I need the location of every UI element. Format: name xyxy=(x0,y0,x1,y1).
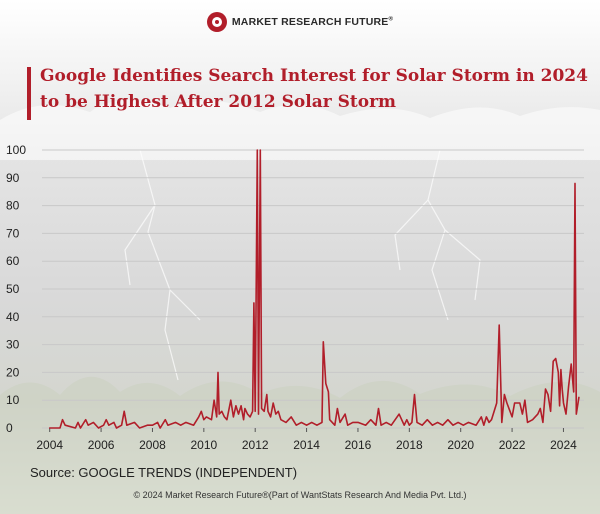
x-tick-label: 2006 xyxy=(88,438,115,452)
y-tick-label: 80 xyxy=(6,199,20,213)
x-tick-label: 2010 xyxy=(190,438,217,452)
y-tick-label: 40 xyxy=(6,310,20,324)
y-tick-label: 60 xyxy=(6,254,20,268)
y-tick-label: 20 xyxy=(6,365,20,379)
source-note: Source: GOOGLE TRENDS (INDEPENDENT) xyxy=(30,465,298,480)
brand-logo-icon xyxy=(206,12,227,32)
registered-mark: ® xyxy=(388,16,394,23)
y-tick-label: 90 xyxy=(6,171,20,185)
y-tick-label: 70 xyxy=(6,226,20,240)
x-tick-label: 2018 xyxy=(396,438,423,452)
page-title: Google Identifies Search Interest for So… xyxy=(40,66,588,112)
brand-name: MARKET RESEARCH FUTURE xyxy=(231,15,389,28)
brand-logo: MARKET RESEARCH FUTURE® xyxy=(0,12,600,32)
x-tick-label: 2008 xyxy=(139,438,166,452)
x-tick-label: 2020 xyxy=(447,438,474,452)
x-tick-label: 2022 xyxy=(499,438,526,452)
y-tick-label: 50 xyxy=(6,282,20,296)
x-tick-label: 2012 xyxy=(242,438,269,452)
x-tick-label: 2024 xyxy=(550,438,577,452)
title-accent-bar xyxy=(27,67,31,120)
y-tick-label: 30 xyxy=(6,338,20,352)
y-tick-label: 100 xyxy=(6,143,26,157)
series-line xyxy=(48,149,580,429)
y-tick-label: 10 xyxy=(6,393,20,407)
copyright-footer: © 2024 Market Research Future®(Part of W… xyxy=(133,490,467,500)
x-tick-label: 2004 xyxy=(36,438,63,452)
y-tick-label: 0 xyxy=(6,421,13,435)
x-tick-label: 2014 xyxy=(293,438,320,452)
x-tick-label: 2016 xyxy=(345,438,372,452)
